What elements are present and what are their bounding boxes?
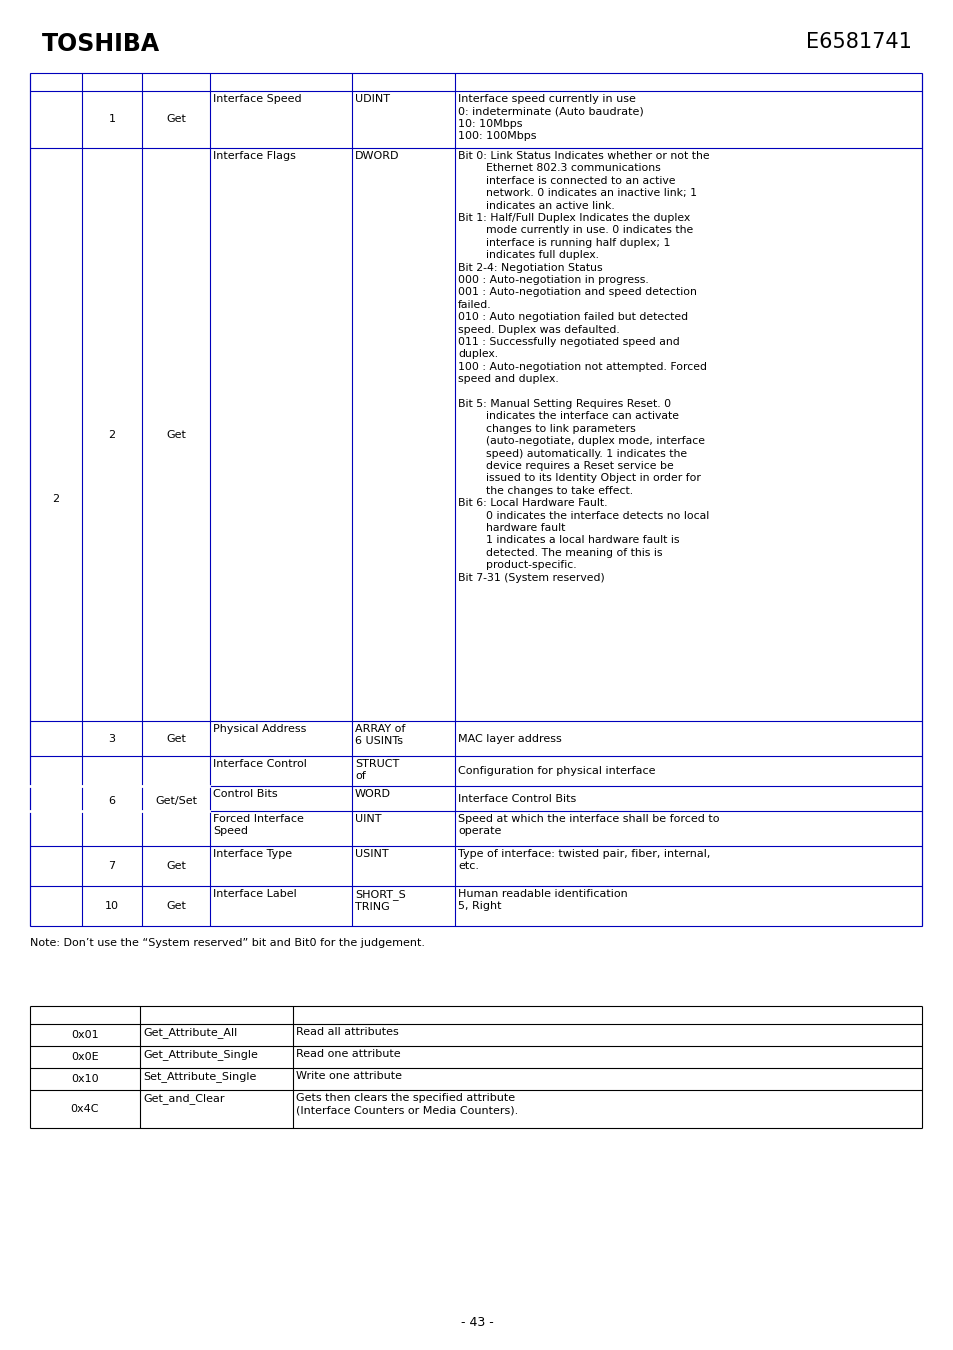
Text: Get: Get xyxy=(166,429,186,440)
Text: Get_Attribute_All: Get_Attribute_All xyxy=(143,1027,237,1038)
Text: Speed at which the interface shall be forced to
operate: Speed at which the interface shall be fo… xyxy=(457,814,719,837)
Text: 0x10: 0x10 xyxy=(71,1075,99,1084)
Text: Interface Type: Interface Type xyxy=(213,849,292,859)
Text: Get/Set: Get/Set xyxy=(154,796,196,806)
Text: Interface Flags: Interface Flags xyxy=(213,151,295,161)
Text: Human readable identification
5, Right: Human readable identification 5, Right xyxy=(457,890,627,911)
Text: UDINT: UDINT xyxy=(355,95,390,104)
Text: Get: Get xyxy=(166,115,186,124)
Text: Interface Control Bits: Interface Control Bits xyxy=(457,794,576,803)
Text: 2: 2 xyxy=(109,429,115,440)
Text: Interface Control: Interface Control xyxy=(213,759,307,769)
Text: Get: Get xyxy=(166,733,186,744)
Text: Note: Don’t use the “System reserved” bit and Bit0 for the judgement.: Note: Don’t use the “System reserved” bi… xyxy=(30,938,424,948)
Text: USINT: USINT xyxy=(355,849,388,859)
Text: Forced Interface
Speed: Forced Interface Speed xyxy=(213,814,304,837)
Text: - 43 -: - 43 - xyxy=(460,1315,493,1328)
Text: 0x01: 0x01 xyxy=(71,1030,99,1040)
Text: Set_Attribute_Single: Set_Attribute_Single xyxy=(143,1071,256,1081)
Text: 3: 3 xyxy=(109,733,115,744)
Text: Get: Get xyxy=(166,900,186,911)
Text: Type of interface: twisted pair, fiber, internal,
etc.: Type of interface: twisted pair, fiber, … xyxy=(457,849,710,871)
Text: UINT: UINT xyxy=(355,814,381,824)
Text: Interface Speed: Interface Speed xyxy=(213,95,301,104)
Text: 10: 10 xyxy=(105,900,119,911)
Text: Get_Attribute_Single: Get_Attribute_Single xyxy=(143,1049,257,1060)
Text: Read all attributes: Read all attributes xyxy=(295,1027,398,1037)
Text: Bit 0: Link Status Indicates whether or not the
        Ethernet 802.3 communica: Bit 0: Link Status Indicates whether or … xyxy=(457,151,709,583)
Text: WORD: WORD xyxy=(355,788,391,799)
Text: TOSHIBA: TOSHIBA xyxy=(42,32,160,55)
Text: Gets then clears the specified attribute
(Interface Counters or Media Counters).: Gets then clears the specified attribute… xyxy=(295,1094,517,1115)
Text: Write one attribute: Write one attribute xyxy=(295,1071,401,1081)
Text: SHORT_S
TRING: SHORT_S TRING xyxy=(355,890,405,913)
Text: Interface speed currently in use
0: indeterminate (Auto baudrate)
10: 10Mbps
100: Interface speed currently in use 0: inde… xyxy=(457,95,643,142)
Text: Get_and_Clear: Get_and_Clear xyxy=(143,1094,224,1104)
Text: Get: Get xyxy=(166,861,186,871)
Text: 6: 6 xyxy=(109,796,115,806)
Text: ARRAY of
6 USINTs: ARRAY of 6 USINTs xyxy=(355,724,405,747)
Text: 2: 2 xyxy=(52,494,59,505)
Text: DWORD: DWORD xyxy=(355,151,399,161)
Text: 0x4C: 0x4C xyxy=(71,1104,99,1114)
Text: Read one attribute: Read one attribute xyxy=(295,1049,400,1058)
Text: STRUCT
of: STRUCT of xyxy=(355,759,399,782)
Text: MAC layer address: MAC layer address xyxy=(457,733,561,744)
Text: Interface Label: Interface Label xyxy=(213,890,296,899)
Text: Control Bits: Control Bits xyxy=(213,788,277,799)
Text: E6581741: E6581741 xyxy=(805,32,911,53)
Text: 0x0E: 0x0E xyxy=(71,1052,99,1062)
Text: 1: 1 xyxy=(109,115,115,124)
Text: Physical Address: Physical Address xyxy=(213,724,306,734)
Text: 7: 7 xyxy=(109,861,115,871)
Text: Configuration for physical interface: Configuration for physical interface xyxy=(457,765,655,776)
